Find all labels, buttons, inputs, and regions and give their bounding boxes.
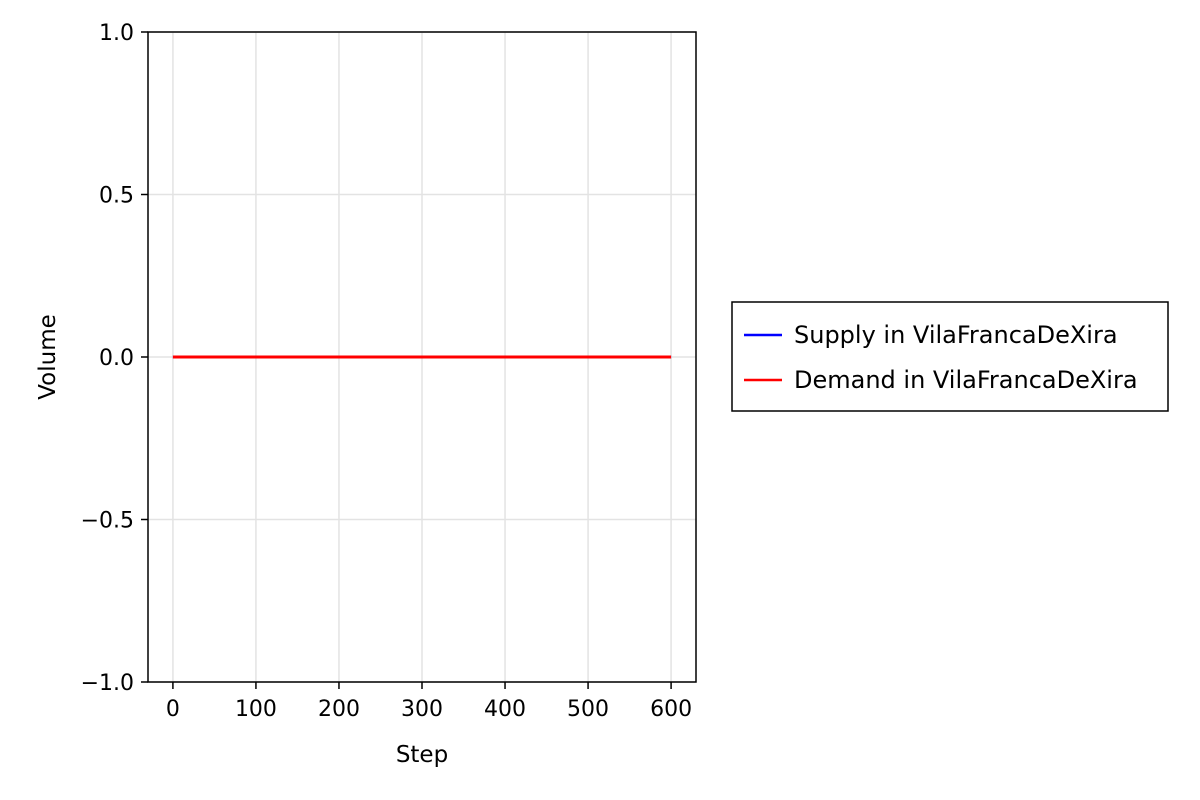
x-tick-label: 400 — [484, 697, 526, 722]
legend: Supply in VilaFrancaDeXira Demand in Vil… — [731, 301, 1169, 412]
legend-label-supply: Supply in VilaFrancaDeXira — [794, 321, 1118, 349]
legend-box — [731, 301, 1169, 412]
y-tick-label: 0.5 — [99, 184, 134, 209]
y-axis-title: Volume — [35, 314, 61, 400]
ticks: 0 100 200 300 400 500 600 −1.0 −0.5 0.0 0.5 1.0 — [81, 21, 693, 722]
y-tick-label: −0.5 — [81, 509, 134, 534]
x-tick-label: 200 — [318, 697, 360, 722]
x-tick-label: 600 — [650, 697, 692, 722]
y-tick-label: 1.0 — [99, 21, 134, 46]
y-tick-label: 0.0 — [99, 346, 134, 371]
x-tick-label: 100 — [235, 697, 277, 722]
legend-label-demand: Demand in VilaFrancaDeXira — [794, 366, 1138, 394]
x-axis-title: Step — [396, 742, 448, 768]
x-tick-label: 300 — [401, 697, 443, 722]
x-tick-label: 500 — [567, 697, 609, 722]
y-tick-label: −1.0 — [81, 671, 134, 696]
x-tick-label: 0 — [166, 697, 180, 722]
